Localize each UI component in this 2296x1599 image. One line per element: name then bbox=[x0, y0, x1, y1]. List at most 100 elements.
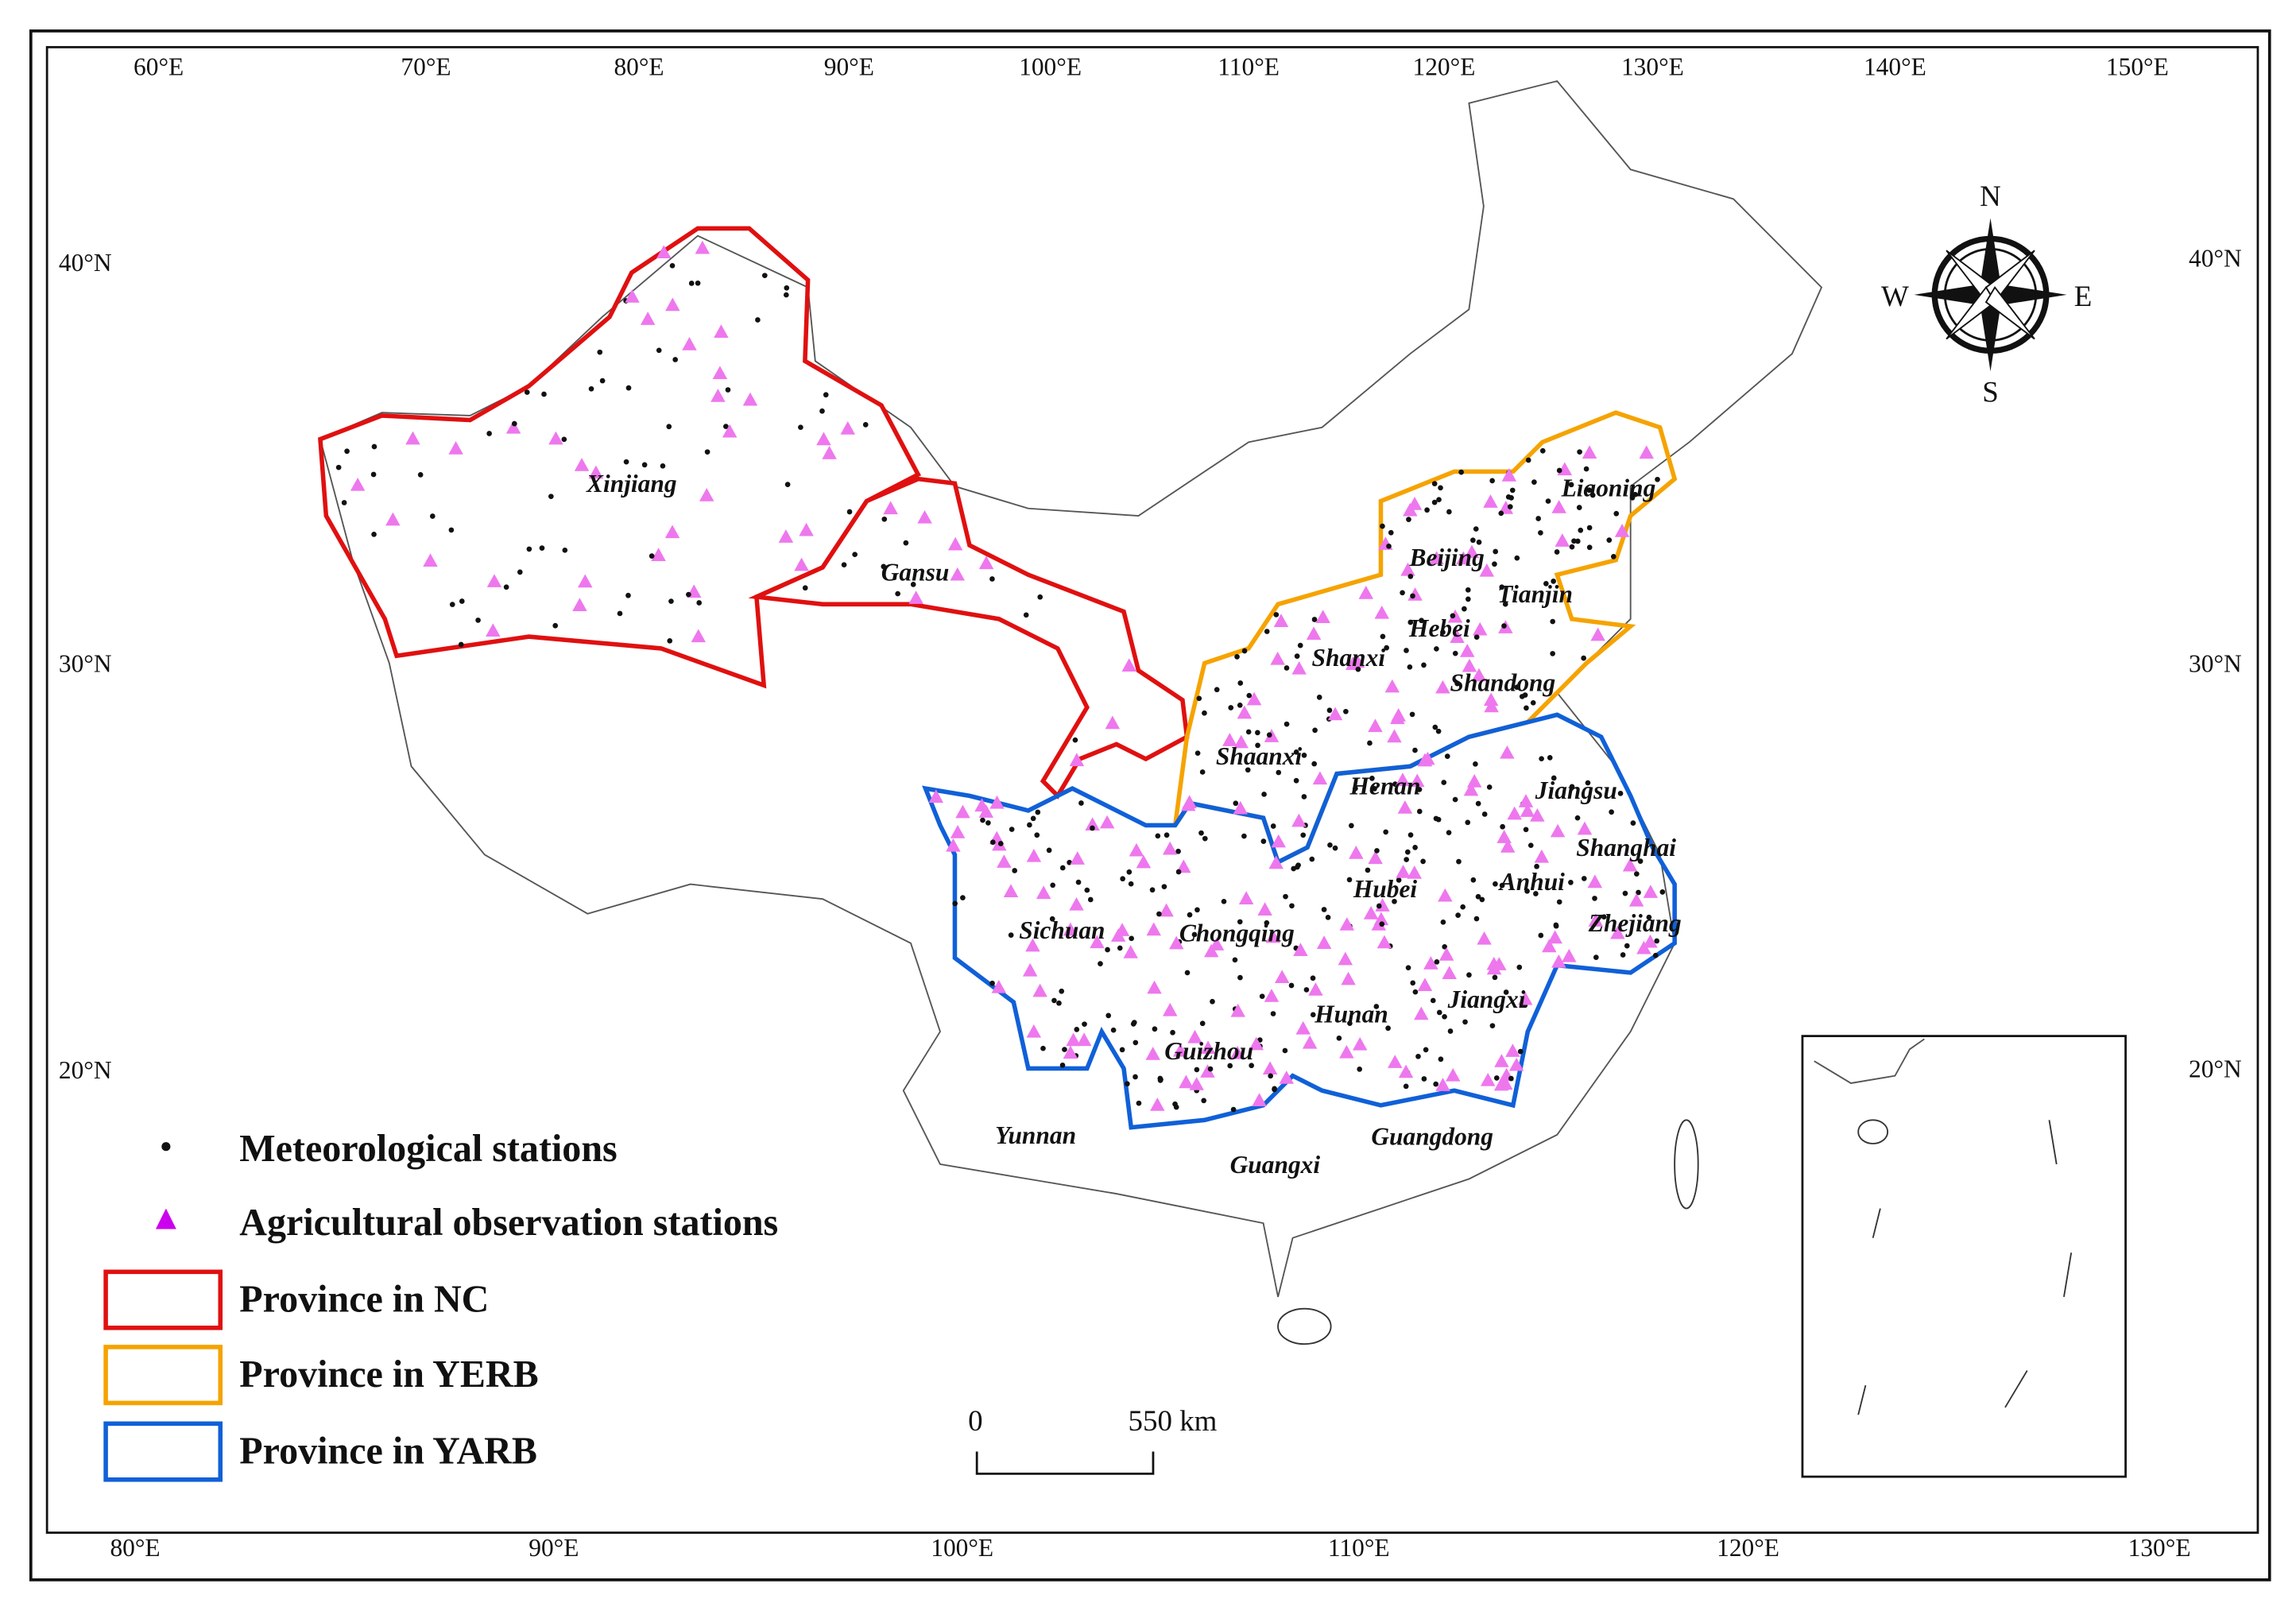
island bbox=[1674, 1119, 1699, 1210]
met-station bbox=[1246, 692, 1253, 699]
agri-station bbox=[1368, 718, 1383, 733]
met-station bbox=[625, 592, 631, 598]
agri-station bbox=[625, 289, 640, 303]
lon-label: 70°E bbox=[401, 52, 451, 80]
agri-station bbox=[1446, 1067, 1461, 1082]
met-station bbox=[475, 618, 481, 623]
met-station bbox=[723, 424, 729, 429]
agri-station bbox=[1025, 938, 1040, 952]
met-station bbox=[1493, 548, 1499, 555]
met-station bbox=[541, 391, 547, 397]
met-station bbox=[1284, 721, 1290, 727]
met-station bbox=[1237, 702, 1243, 708]
met-station bbox=[1460, 904, 1466, 910]
met-station bbox=[1444, 753, 1450, 759]
inset-line bbox=[1857, 1120, 2073, 1415]
agri-station bbox=[1374, 605, 1389, 619]
met-station bbox=[1191, 931, 1198, 938]
met-station bbox=[448, 527, 455, 533]
met-station bbox=[1489, 478, 1495, 484]
agri-station bbox=[1500, 745, 1515, 759]
met-station bbox=[599, 377, 606, 384]
met-station bbox=[1343, 708, 1349, 714]
met-station bbox=[1534, 863, 1539, 869]
agri-station bbox=[955, 804, 970, 819]
met-station bbox=[1289, 903, 1295, 909]
agri-station bbox=[640, 312, 656, 325]
province-label: Tianjin bbox=[1497, 580, 1573, 608]
met-station bbox=[1586, 525, 1593, 531]
met-station bbox=[1403, 1083, 1409, 1090]
agri-station bbox=[1507, 806, 1522, 820]
met-station bbox=[1547, 755, 1553, 761]
met-station bbox=[1436, 497, 1442, 503]
met-station bbox=[1297, 642, 1303, 649]
met-station bbox=[1475, 893, 1481, 900]
met-station bbox=[1383, 829, 1389, 835]
agri-station bbox=[1438, 888, 1453, 902]
met-station bbox=[1214, 687, 1220, 693]
met-station bbox=[1435, 728, 1442, 734]
met-station bbox=[1524, 705, 1529, 711]
met-station bbox=[1454, 680, 1460, 687]
compass-label: W bbox=[1881, 281, 1909, 313]
met-station bbox=[1266, 732, 1272, 738]
province-label: Hubei bbox=[1353, 875, 1418, 903]
agri-station bbox=[1339, 1044, 1354, 1059]
met-station bbox=[1530, 699, 1536, 706]
met-station bbox=[695, 280, 701, 286]
met-station bbox=[1416, 787, 1423, 792]
agri-station bbox=[1279, 1071, 1295, 1084]
met-station bbox=[1568, 482, 1574, 488]
met-station bbox=[1133, 1040, 1139, 1046]
met-station bbox=[1502, 601, 1508, 607]
met-station bbox=[1574, 815, 1581, 821]
met-station bbox=[1386, 543, 1392, 549]
agri-station bbox=[1090, 935, 1105, 949]
met-station bbox=[449, 602, 455, 607]
met-station bbox=[1493, 881, 1498, 887]
compass-label: N bbox=[1980, 180, 2001, 213]
agri-station bbox=[1498, 501, 1514, 514]
agri-station bbox=[1483, 692, 1499, 707]
agri-station bbox=[1063, 1045, 1078, 1059]
met-station bbox=[798, 424, 803, 431]
lat-label: 30°N bbox=[59, 649, 112, 677]
met-station bbox=[952, 900, 958, 907]
agri-station bbox=[1291, 813, 1307, 827]
agri-station bbox=[978, 804, 994, 818]
met-station bbox=[1303, 987, 1310, 993]
agri-station bbox=[1610, 925, 1625, 939]
agri-station bbox=[1376, 935, 1392, 949]
met-station bbox=[881, 516, 888, 522]
met-station bbox=[980, 817, 985, 823]
met-station bbox=[417, 472, 424, 478]
met-station bbox=[1380, 633, 1386, 640]
met-station bbox=[667, 638, 673, 644]
scale-label: 0 bbox=[968, 1405, 982, 1438]
met-station bbox=[1210, 998, 1215, 1005]
met-station bbox=[1075, 879, 1082, 885]
met-station bbox=[524, 389, 530, 395]
agri-station bbox=[1123, 945, 1138, 958]
met-station bbox=[1156, 911, 1162, 917]
agri-station bbox=[1396, 865, 1411, 878]
met-station bbox=[1232, 957, 1238, 963]
agri-station bbox=[1493, 1077, 1509, 1091]
met-station bbox=[344, 448, 350, 455]
agri-station bbox=[950, 567, 966, 581]
province-label: Shanghai bbox=[1576, 834, 1676, 861]
agri-station bbox=[1517, 991, 1533, 1005]
lon-label: 90°E bbox=[824, 52, 874, 80]
met-station bbox=[1476, 539, 1482, 545]
yarb-province-outline bbox=[922, 712, 1677, 1130]
met-station bbox=[552, 622, 559, 629]
legend-label: Province in YARB bbox=[239, 1430, 537, 1472]
agri-station bbox=[1555, 533, 1570, 547]
met-station bbox=[1447, 1028, 1454, 1034]
met-station bbox=[784, 482, 791, 487]
agri-station bbox=[1312, 771, 1328, 785]
agri-station bbox=[1345, 656, 1361, 670]
met-station bbox=[1117, 945, 1123, 951]
compass-label: E bbox=[2074, 281, 2093, 313]
